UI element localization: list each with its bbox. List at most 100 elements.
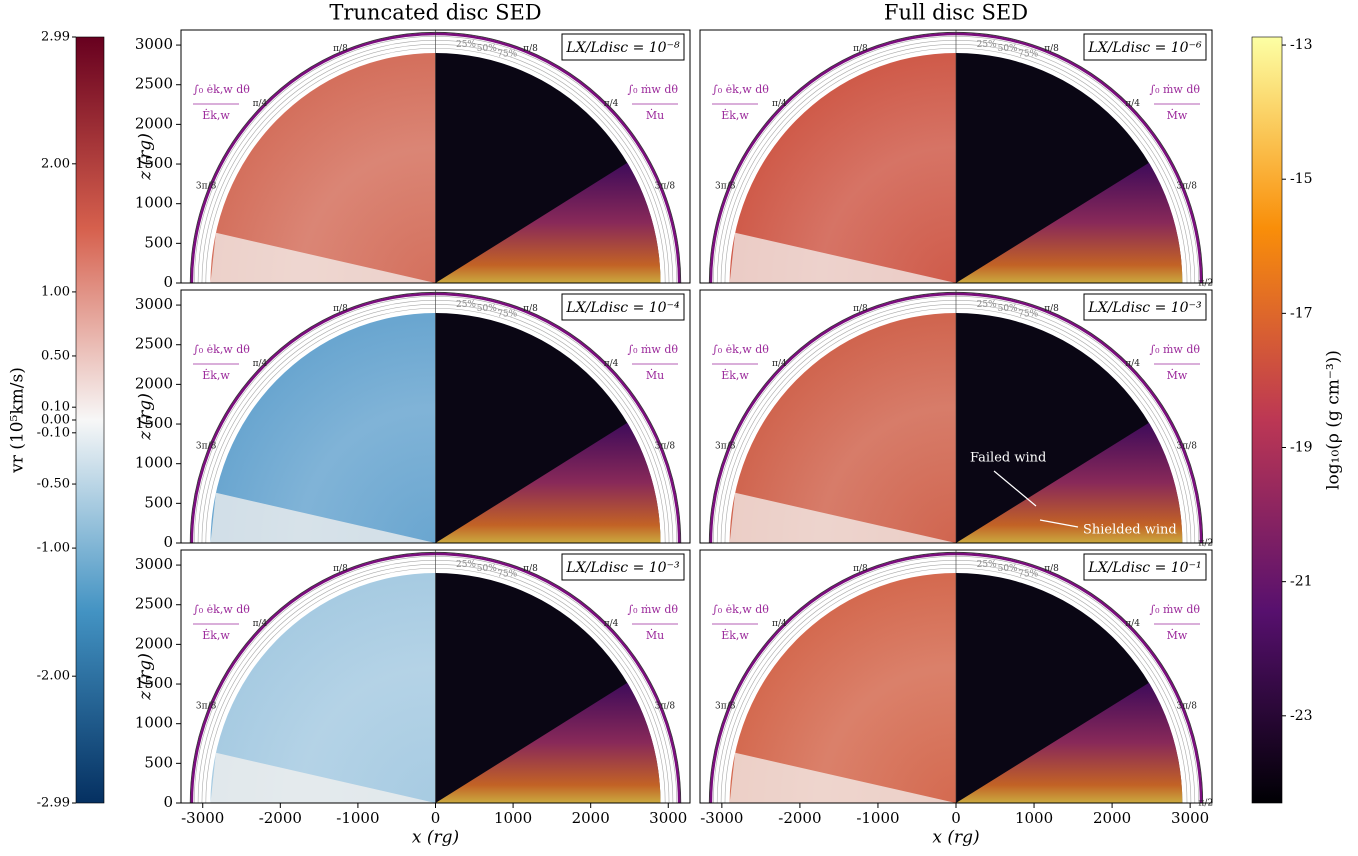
y-tick-label: 500 (144, 493, 173, 511)
y-tick-label: 2000 (135, 634, 173, 652)
angle-label: 3π/8 (196, 441, 217, 451)
y-tick-label: 0 (163, 273, 173, 291)
percent-label: 50% (477, 44, 497, 54)
angle-label: 3π/8 (715, 181, 736, 191)
integral-numerator: ∫₀ ėk,w dθ (193, 603, 250, 616)
percent-label: 25% (977, 300, 997, 310)
percent-label: 75% (1018, 310, 1038, 320)
integral-numerator: ∫₀ ėk,w dθ (712, 343, 769, 356)
integral-numerator: ∫₀ ėk,w dθ (712, 83, 769, 96)
colorbar-tick-label: -0.50 (37, 477, 70, 492)
colorbar-tick-label: -23 (1290, 708, 1313, 724)
x-tick-label: -1000 (336, 809, 379, 827)
colorbar-tick-label: -15 (1290, 171, 1313, 187)
integral-numerator: ∫₀ ṁw dθ (1149, 343, 1200, 356)
integral-denominator: Ėk,w (721, 368, 749, 382)
angle-label: π/4 (253, 359, 268, 369)
angle-label: π/8 (853, 304, 868, 314)
angle-label: π/4 (604, 359, 619, 369)
colorbar-tick-label: -19 (1290, 440, 1313, 456)
y-tick-label: 3000 (135, 35, 173, 53)
angle-label: π/8 (523, 304, 538, 314)
colorbar-tick-label: -17 (1290, 305, 1313, 321)
integral-denominator: Ṁu (646, 368, 664, 382)
annotation: Shielded wind (1083, 523, 1177, 538)
angle-label: π/8 (1044, 44, 1059, 54)
y-axis-label: z (rg) (136, 133, 156, 181)
angle-label: π/4 (604, 99, 619, 109)
percent-label: 50% (998, 44, 1018, 54)
y-tick-label: 0 (163, 793, 173, 811)
percent-label: 25% (456, 300, 476, 310)
angle-label: 3π/8 (715, 441, 736, 451)
annotation: Failed wind (970, 451, 1046, 466)
y-tick-label: 3000 (135, 295, 173, 313)
percent-label: 75% (1018, 570, 1038, 580)
percent-label: 50% (998, 564, 1018, 574)
integral-denominator: Ṁw (1167, 368, 1188, 382)
panel-label: LX/Ldisc = 10⁻³ (1087, 300, 1202, 316)
y-tick-label: 1000 (135, 194, 173, 212)
colorbar-tick-label: -0.10 (37, 425, 70, 440)
panel-label: LX/Ldisc = 10⁻⁴ (565, 300, 680, 316)
colorbar-tick-label: 1.00 (41, 284, 70, 299)
panel: π/8π/8π/4π/43π/83π/825%50%75% (181, 290, 690, 543)
percent-label: 75% (497, 570, 517, 580)
integral-denominator: Ṁw (1167, 108, 1188, 122)
y-tick-label: 2500 (135, 75, 173, 93)
y-tick-label: 2500 (135, 335, 173, 353)
panel-label: LX/Ldisc = 10⁻⁸ (565, 40, 680, 56)
x-tick-label: -1000 (856, 809, 899, 827)
integral-denominator: Ėk,w (202, 368, 230, 382)
percent-label: 50% (477, 304, 497, 314)
panel: π/8π/8π/4π/43π/83π/825%50%75% (700, 30, 1212, 283)
colorbar (76, 37, 104, 803)
x-tick-label: 1000 (494, 809, 532, 827)
integral-denominator: Ṁu (646, 108, 664, 122)
percent-label: 25% (977, 40, 997, 50)
column-title: Truncated disc SED (329, 1, 541, 25)
integral-numerator: ∫₀ ṁw dθ (1149, 603, 1200, 616)
x-tick-label: 3000 (649, 809, 687, 827)
y-tick-label: 1000 (135, 714, 173, 732)
y-tick-label: 2000 (135, 374, 173, 392)
colorbar-tick-label: -2.99 (37, 796, 70, 811)
integral-denominator: Ṁu (646, 628, 664, 642)
x-tick-label: -2000 (778, 809, 821, 827)
y-tick-label: 500 (144, 753, 173, 771)
angle-label: π/4 (1125, 359, 1140, 369)
angle-label: 3π/8 (196, 701, 217, 711)
angle-label: π/8 (523, 44, 538, 54)
angle-label: π/8 (1044, 564, 1059, 574)
angle-label: 3π/8 (655, 701, 676, 711)
angle-label: π/4 (253, 619, 268, 629)
percent-label: 50% (998, 304, 1018, 314)
angle-label: π/8 (853, 564, 868, 574)
colorbar-tick-label: -21 (1290, 574, 1313, 590)
integral-numerator: ∫₀ ṁw dθ (1149, 83, 1200, 96)
x-tick-label: 3000 (1171, 809, 1209, 827)
integral-denominator: Ėk,w (721, 628, 749, 642)
percent-label: 50% (477, 564, 497, 574)
angle-label: π/4 (772, 619, 787, 629)
colorbar-label: log₁₀(ρ (g cm⁻³)) (1324, 350, 1344, 490)
integral-denominator: Ṁw (1167, 628, 1188, 642)
angle-label: 3π/8 (1177, 701, 1198, 711)
y-axis-label: z (rg) (136, 653, 156, 701)
angle-label: π/8 (523, 564, 538, 574)
angle-label: π/8 (333, 564, 348, 574)
x-tick-label: -2000 (259, 809, 302, 827)
percent-label: 75% (497, 310, 517, 320)
integral-numerator: ∫₀ ėk,w dθ (193, 83, 250, 96)
percent-label: 25% (456, 560, 476, 570)
integral-denominator: Ėk,w (202, 628, 230, 642)
integral-numerator: ∫₀ ėk,w dθ (712, 603, 769, 616)
angle-label: π/8 (1044, 304, 1059, 314)
integral-numerator: ∫₀ ṁw dθ (627, 343, 678, 356)
percent-label: 75% (497, 50, 517, 60)
colorbar-tick-label: -2.00 (37, 669, 70, 684)
colorbar-tick-label: -1.00 (37, 541, 70, 556)
